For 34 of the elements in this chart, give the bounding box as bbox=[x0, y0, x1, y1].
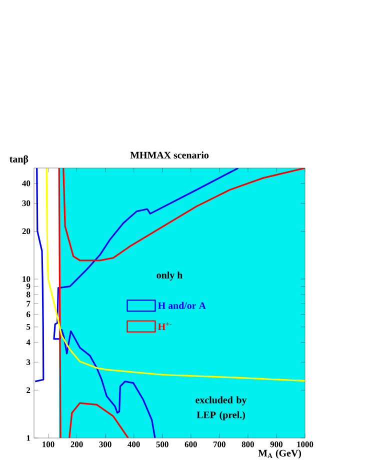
x-tick-label: 300 bbox=[99, 442, 112, 448]
y-tick-label: 3 bbox=[26, 359, 30, 366]
line-series bbox=[46, 168, 305, 382]
y-tick-label: 40 bbox=[22, 180, 30, 186]
x-axis-title: M$_{A}$ (GeV) bbox=[258, 450, 302, 459]
y-tick-label: 1 bbox=[26, 435, 30, 441]
annotation: excluded by LEP (prel.) bbox=[196, 396, 247, 420]
y-tick-label: 30 bbox=[22, 200, 30, 206]
y-tick-label: 5 bbox=[26, 324, 30, 330]
annotation: only h bbox=[156, 271, 182, 281]
y-tick-label: 6 bbox=[26, 311, 30, 318]
line-series bbox=[62, 168, 305, 262]
x-tick-label: 200 bbox=[70, 442, 83, 448]
x-tick-label: 900 bbox=[270, 442, 282, 448]
y-tick-label: 7 bbox=[26, 300, 30, 306]
legend-label: H and/or A bbox=[158, 302, 206, 309]
x-tick-label: 500 bbox=[156, 442, 168, 448]
x-tick-label: 600 bbox=[184, 442, 197, 448]
line-series bbox=[68, 402, 129, 438]
y-tick-label: 2 bbox=[26, 387, 30, 393]
chart-title: MHMAX scenario bbox=[130, 151, 209, 158]
y-tick-label: 9 bbox=[26, 284, 30, 290]
y-tick-label: 20 bbox=[22, 228, 30, 234]
y-axis-title: tanβ bbox=[10, 155, 28, 164]
x-tick-label: 700 bbox=[214, 442, 226, 448]
y-tick-label: 4 bbox=[26, 340, 30, 346]
x-tick-label: 1000 bbox=[297, 442, 314, 448]
y-tick-label: 10 bbox=[22, 276, 30, 282]
x-tick-label: 100 bbox=[42, 442, 54, 448]
legend-label: H$^{+-}$ bbox=[158, 322, 172, 330]
line-series bbox=[34, 168, 44, 382]
y-tick-label: 8 bbox=[26, 292, 30, 298]
x-tick-label: 400 bbox=[128, 442, 140, 448]
x-tick-label: 800 bbox=[242, 442, 254, 448]
